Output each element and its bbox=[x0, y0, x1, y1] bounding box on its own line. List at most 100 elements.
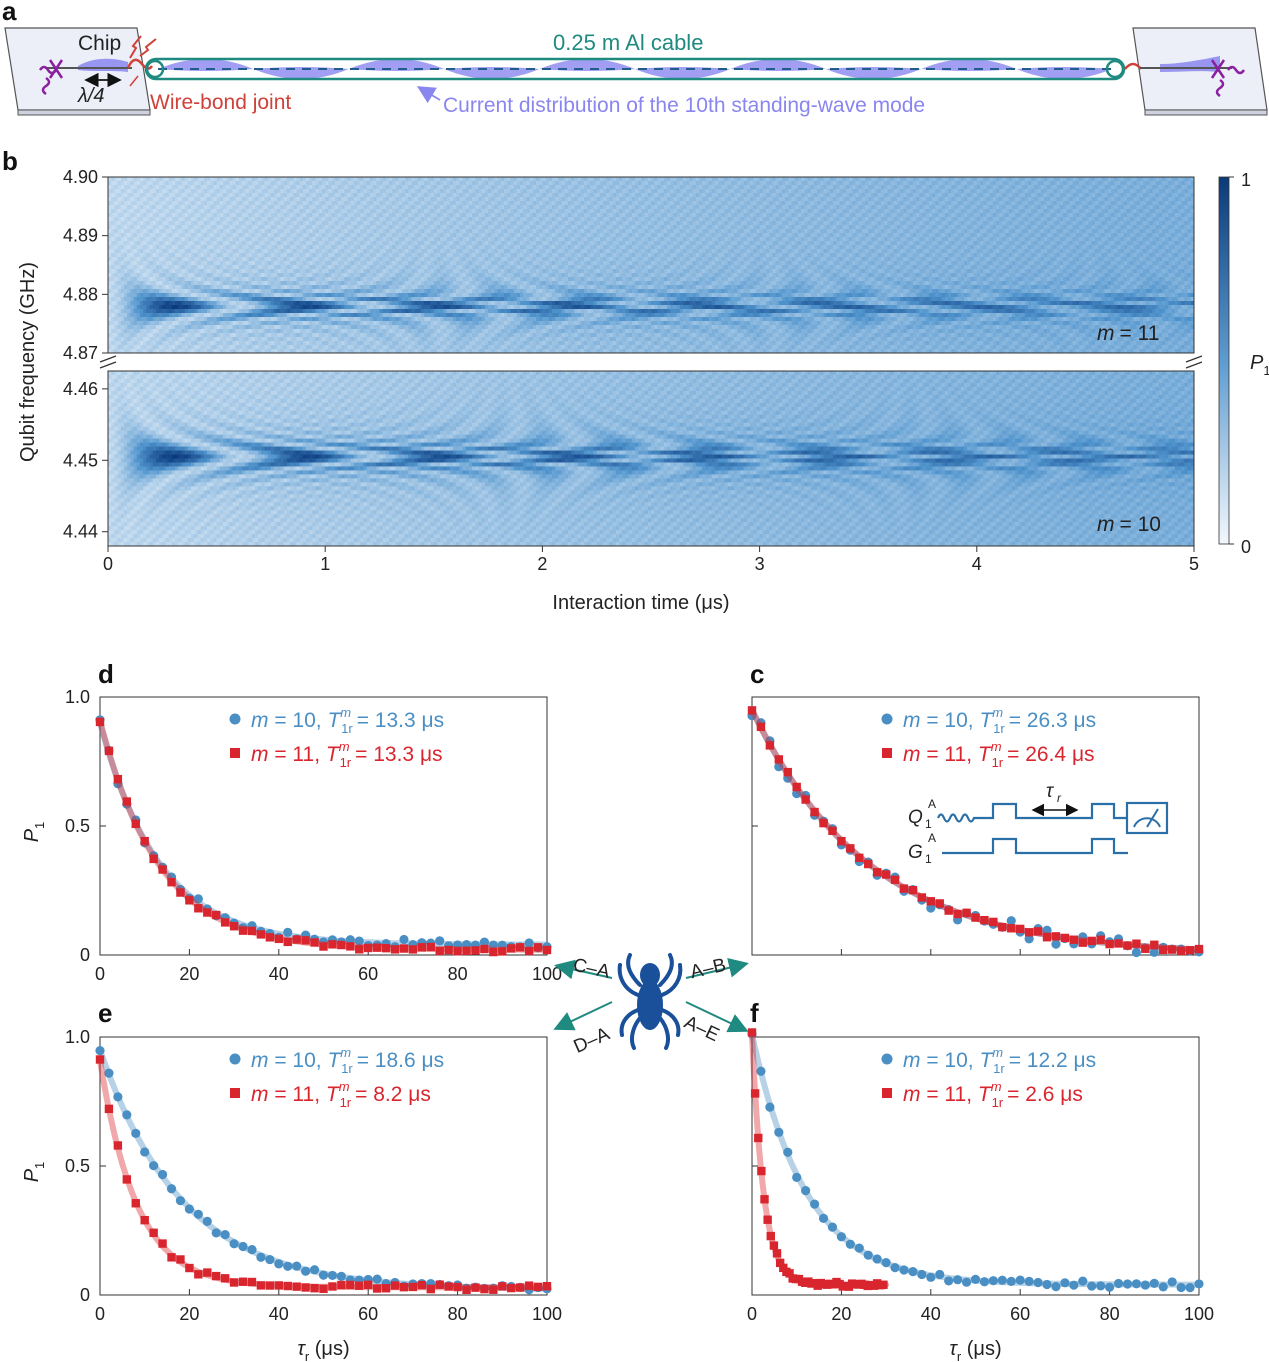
heatmap-cell bbox=[447, 185, 451, 189]
heatmap-cell bbox=[197, 197, 201, 201]
heatmap-cell bbox=[373, 197, 377, 201]
heatmap-cell bbox=[581, 205, 585, 209]
heatmap-cell bbox=[1006, 185, 1010, 189]
heatmap-cell bbox=[111, 193, 115, 197]
heatmap-cell bbox=[229, 213, 233, 217]
heatmap-cell bbox=[450, 229, 454, 233]
heatmap-cell bbox=[744, 177, 748, 181]
heatmap-cell bbox=[916, 177, 920, 181]
heatmap-cell bbox=[1124, 205, 1128, 209]
heatmap-cell bbox=[380, 193, 384, 197]
heatmap-cell bbox=[814, 185, 818, 189]
heatmap-cell bbox=[852, 193, 856, 197]
heatmap-cell bbox=[875, 209, 879, 213]
heatmap-cell bbox=[843, 185, 847, 189]
heatmap-cell bbox=[865, 225, 869, 229]
heatmap-cell bbox=[1022, 229, 1026, 233]
heatmap-cell bbox=[823, 181, 827, 185]
heatmap-cell bbox=[696, 189, 700, 193]
heatmap-cell bbox=[427, 177, 431, 181]
heatmap-cell bbox=[760, 189, 764, 193]
heatmap-cell bbox=[999, 213, 1003, 217]
heatmap-cell bbox=[571, 193, 575, 197]
heatmap-cell bbox=[1066, 197, 1070, 201]
heatmap-cell bbox=[1092, 225, 1096, 229]
heatmap-cell bbox=[300, 189, 304, 193]
heatmap-cell bbox=[645, 221, 649, 225]
heatmap-cell bbox=[1041, 217, 1045, 221]
heatmap-cell bbox=[463, 181, 467, 185]
heatmap-cell bbox=[488, 233, 492, 237]
heatmap-cell bbox=[942, 205, 946, 209]
heatmap-cell bbox=[670, 177, 674, 181]
heatmap-cell bbox=[392, 201, 396, 205]
heatmap-cell bbox=[290, 213, 294, 217]
heatmap-cell bbox=[1137, 177, 1141, 181]
heatmap-cell bbox=[233, 177, 237, 181]
heatmap-cell bbox=[1159, 201, 1163, 205]
heatmap-cell bbox=[1069, 209, 1073, 213]
heatmap-cell bbox=[108, 189, 112, 193]
heatmap-cell bbox=[584, 205, 588, 209]
heatmap-cell bbox=[459, 197, 463, 201]
heatmap-cell bbox=[750, 221, 754, 225]
heatmap-cell bbox=[316, 177, 320, 181]
heatmap-cell bbox=[277, 197, 281, 201]
heatmap-cell bbox=[146, 205, 150, 209]
heatmap-cell bbox=[450, 201, 454, 205]
heatmap-cell bbox=[332, 193, 336, 197]
heatmap-cell bbox=[146, 213, 150, 217]
heatmap-cell bbox=[395, 233, 399, 237]
heatmap-cell bbox=[760, 209, 764, 213]
heatmap-cell bbox=[367, 209, 371, 213]
heatmap-cell bbox=[855, 193, 859, 197]
heatmap-cell bbox=[779, 197, 783, 201]
heatmap-cell bbox=[945, 221, 949, 225]
heatmap-cell bbox=[488, 181, 492, 185]
heatmap-cell bbox=[1028, 209, 1032, 213]
heatmap-cell bbox=[175, 193, 179, 197]
heatmap-cell bbox=[718, 233, 722, 237]
heatmap-cell bbox=[871, 217, 875, 221]
heatmap-cell bbox=[827, 197, 831, 201]
heatmap-cell bbox=[769, 233, 773, 237]
heatmap-cell bbox=[1063, 229, 1067, 233]
heatmap-cell bbox=[1073, 221, 1077, 225]
heatmap-cell bbox=[1095, 205, 1099, 209]
heatmap-cell bbox=[121, 209, 125, 213]
heatmap-cell bbox=[699, 217, 703, 221]
heatmap-cell bbox=[1143, 197, 1147, 201]
heatmap-cell bbox=[402, 221, 406, 225]
heatmap-cell bbox=[431, 221, 435, 225]
heatmap-cell bbox=[961, 193, 965, 197]
heatmap-cell bbox=[680, 185, 684, 189]
heatmap-cell bbox=[1082, 221, 1086, 225]
heatmap-cell bbox=[1146, 213, 1150, 217]
heatmap-cell bbox=[756, 193, 760, 197]
heatmap-cell bbox=[223, 217, 227, 221]
heatmap-cell bbox=[744, 217, 748, 221]
heatmap-cell bbox=[1076, 181, 1080, 185]
heatmap-cell bbox=[1079, 225, 1083, 229]
heatmap-cell bbox=[929, 189, 933, 193]
heatmap-cell bbox=[983, 177, 987, 181]
heatmap-cell bbox=[239, 217, 243, 221]
heatmap-cell bbox=[121, 177, 125, 181]
heatmap-cell bbox=[456, 233, 460, 237]
heatmap-cell bbox=[1114, 225, 1118, 229]
heatmap-cell bbox=[261, 201, 265, 205]
heatmap-cell bbox=[897, 209, 901, 213]
heatmap-cell bbox=[641, 201, 645, 205]
heatmap-cell bbox=[383, 177, 387, 181]
heatmap-cell bbox=[536, 221, 540, 225]
heatmap-cell bbox=[782, 189, 786, 193]
heatmap-cell bbox=[820, 205, 824, 209]
heatmap-cell bbox=[779, 225, 783, 229]
heatmap-cell bbox=[747, 221, 751, 225]
heatmap-cell bbox=[252, 181, 256, 185]
heatmap-cell bbox=[418, 213, 422, 217]
heatmap-cell bbox=[1184, 185, 1188, 189]
heatmap-cell bbox=[312, 185, 316, 189]
heatmap-cell bbox=[395, 221, 399, 225]
heatmap-cell bbox=[194, 197, 198, 201]
